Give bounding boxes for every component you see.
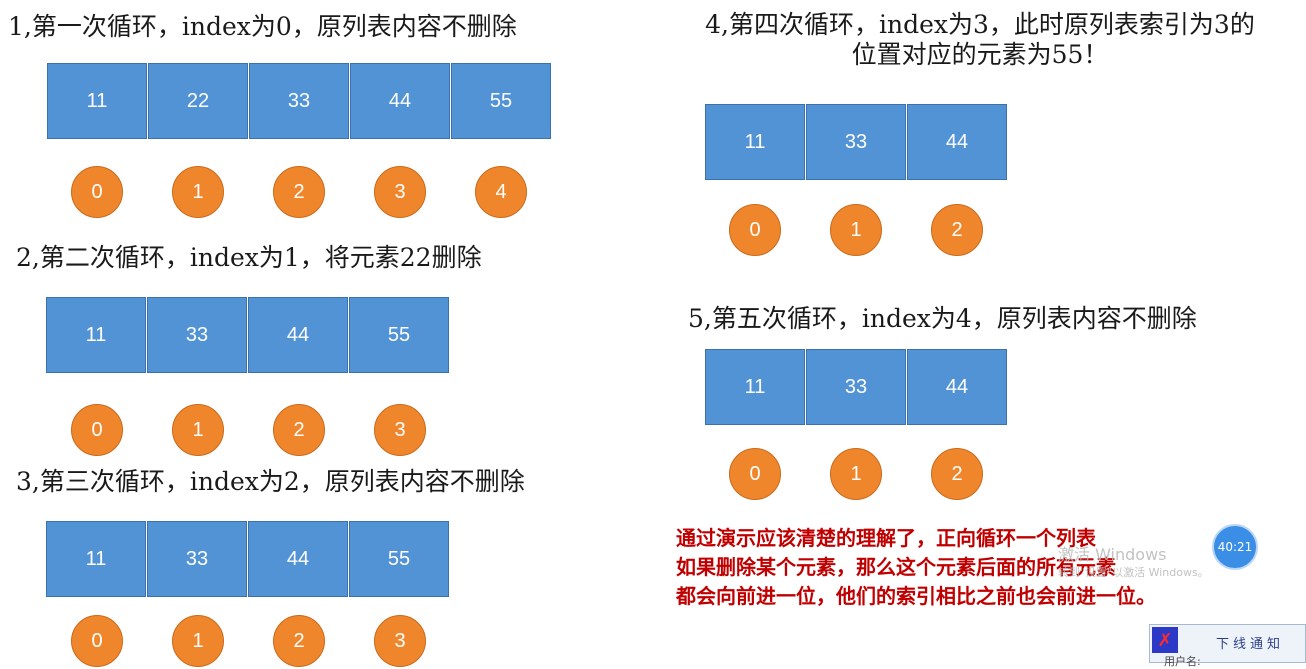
index-circle: 1: [172, 404, 224, 456]
index-circle: 3: [374, 615, 426, 667]
step4-array: 11 33 44: [705, 104, 1007, 180]
array-cell: 33: [147, 521, 247, 597]
array-cell: 44: [907, 349, 1007, 425]
step3-title: 3,第三次循环，index为2，原列表内容不删除: [16, 467, 525, 496]
watermark-line: 转到"设置"以激活 Windows。: [1058, 566, 1209, 579]
array-cell: 44: [248, 521, 348, 597]
array-cell: 11: [705, 104, 805, 180]
conclusion-text: 通过演示应该清楚的理解了，正向循环一个列表 如果删除某个元素，那么这个元素后面的…: [676, 524, 1288, 611]
activation-watermark: 激活 Windows 转到"设置"以激活 Windows。: [1058, 546, 1209, 582]
index-circle: 1: [172, 615, 224, 667]
index-circle: 1: [830, 204, 882, 256]
conclusion-line: 如果删除某个元素，那么这个元素后面的所有元素: [676, 555, 1116, 579]
index-circle: 4: [475, 166, 527, 218]
array-cell: 11: [46, 521, 146, 597]
step5-array: 11 33 44: [705, 349, 1007, 425]
array-cell: 44: [907, 104, 1007, 180]
index-circle: 2: [273, 615, 325, 667]
array-cell: 55: [451, 63, 551, 139]
step4-title-line1: 4,第四次循环，index为3，此时原列表索引为3的: [705, 10, 1255, 39]
step4-title-line2: 位置对应的元素为55！: [851, 40, 1109, 69]
array-cell: 55: [349, 297, 449, 373]
index-circle: 0: [71, 404, 123, 456]
array-cell: 22: [148, 63, 248, 139]
index-circle: 2: [273, 166, 325, 218]
step5-title: 5,第五次循环，index为4，原列表内容不删除: [688, 304, 1197, 333]
array-cell: 44: [248, 297, 348, 373]
array-cell: 33: [249, 63, 349, 139]
array-cell: 33: [806, 104, 906, 180]
index-circle: 0: [729, 448, 781, 500]
step1-title: 1,第一次循环，index为0，原列表内容不删除: [8, 12, 517, 41]
array-cell: 33: [806, 349, 906, 425]
step1-array: 11 22 33 44 55: [47, 63, 551, 139]
index-circle: 1: [172, 166, 224, 218]
step3-array: 11 33 44 55: [46, 521, 449, 597]
array-cell: 11: [47, 63, 147, 139]
app-logo-icon: ✗: [1152, 627, 1178, 653]
step4-title: 4,第四次循环，index为3，此时原列表索引为3的 位置对应的元素为55！: [650, 10, 1306, 70]
array-cell: 55: [349, 521, 449, 597]
array-cell: 11: [46, 297, 146, 373]
notice-title: 下线通知: [1216, 637, 1285, 652]
array-cell: 44: [350, 63, 450, 139]
index-circle: 2: [931, 204, 983, 256]
index-circle: 0: [71, 166, 123, 218]
notice-user-label: 用户名:: [1164, 655, 1201, 668]
index-circle: 2: [931, 448, 983, 500]
index-circle: 1: [830, 448, 882, 500]
offline-notice-panel[interactable]: ✗ 下线通知 用户名:: [1149, 624, 1306, 668]
array-cell: 33: [147, 297, 247, 373]
index-circle: 2: [273, 404, 325, 456]
step2-array: 11 33 44 55: [46, 297, 449, 373]
index-circle: 3: [374, 166, 426, 218]
index-circle: 0: [729, 204, 781, 256]
conclusion-line: 都会向前进一位，他们的索引相比之前也会前进一位。: [676, 584, 1156, 608]
array-cell: 11: [705, 349, 805, 425]
index-circle: 0: [71, 615, 123, 667]
conclusion-line: 通过演示应该清楚的理解了，正向循环一个列表: [676, 526, 1096, 550]
step2-title: 2,第二次循环，index为1，将元素22删除: [16, 243, 482, 272]
watermark-line: 激活 Windows: [1058, 545, 1167, 564]
floating-timer-button[interactable]: 40:21: [1212, 524, 1258, 570]
index-circle: 3: [374, 404, 426, 456]
